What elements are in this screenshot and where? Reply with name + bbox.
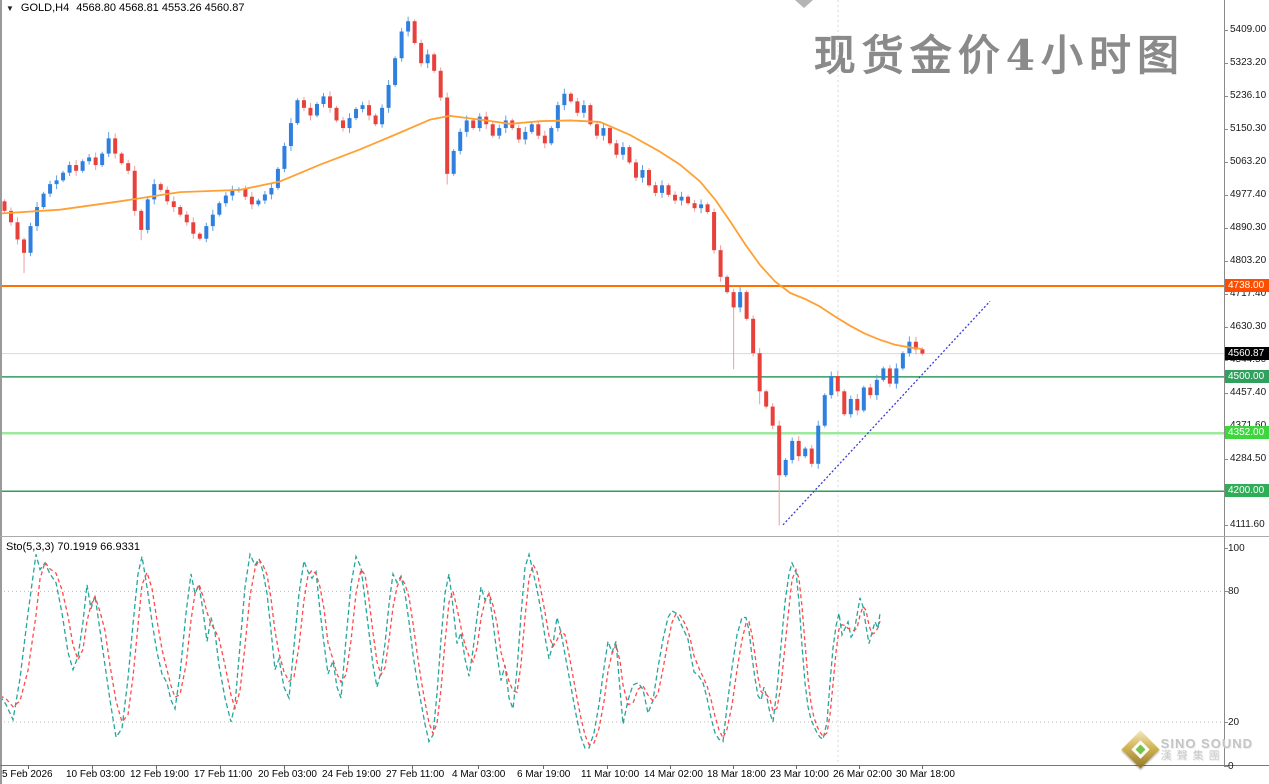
stoch-axis-tick xyxy=(1224,591,1228,592)
ohlc-values: 4568.80 4568.81 4553.26 4560.87 xyxy=(76,2,245,14)
time-axis-tick xyxy=(733,765,734,769)
candle-wicks xyxy=(4,16,923,526)
price-axis-tick xyxy=(1224,327,1228,328)
price-axis-label: 4284.50 xyxy=(1230,453,1267,464)
price-axis-tick xyxy=(1224,261,1228,262)
price-marker-4560.87[interactable]: 4560.87 xyxy=(1225,347,1269,360)
time-axis-label: 18 Mar 18:00 xyxy=(707,769,766,780)
time-axis-label: 26 Mar 02:00 xyxy=(833,769,892,780)
price-axis-label: 4457.40 xyxy=(1230,387,1267,398)
stoch-axis-label: 100 xyxy=(1228,543,1245,554)
time-axis-label: 27 Feb 11:00 xyxy=(386,769,445,780)
price-axis-tick xyxy=(1224,63,1228,64)
price-marker-4500.00[interactable]: 4500.00 xyxy=(1225,370,1269,383)
time-axis-tick xyxy=(220,765,221,769)
indicator-label: Sto(5,3,3) 70.1919 66.9331 xyxy=(6,541,140,553)
price-axis-label: 4977.40 xyxy=(1230,189,1267,200)
time-axis-label: 30 Mar 18:00 xyxy=(896,769,955,780)
time-axis-tick xyxy=(607,765,608,769)
price-axis-border[interactable] xyxy=(1224,0,1225,765)
price-axis-label: 5063.20 xyxy=(1230,156,1267,167)
stoch-axis-label: 80 xyxy=(1228,586,1240,597)
symbol-timeframe-label: GOLD,H4 xyxy=(20,2,70,14)
price-axis-tick xyxy=(1224,129,1228,130)
panel-divider[interactable] xyxy=(0,536,1269,537)
candlestick-series xyxy=(2,21,925,476)
time-axis-label: 4 Mar 03:00 xyxy=(452,769,506,780)
price-axis-tick xyxy=(1224,195,1228,196)
time-axis-tick xyxy=(412,765,413,769)
price-axis-tick xyxy=(1224,228,1228,229)
time-axis-label: 12 Feb 19:00 xyxy=(130,769,189,780)
watermark-brand-cn: 漢聲集團 xyxy=(1160,749,1225,762)
time-axis-border[interactable] xyxy=(0,765,1269,766)
time-axis-label: 17 Feb 11:00 xyxy=(194,769,253,780)
watermark-brand: SINO SOUND xyxy=(1160,735,1253,751)
price-axis-label: 4717.40 xyxy=(1230,288,1267,299)
price-axis-tick xyxy=(1224,525,1228,526)
time-axis-label: 11 Mar 10:00 xyxy=(581,769,640,780)
time-axis-tick xyxy=(859,765,860,769)
price-axis-tick xyxy=(1224,393,1228,394)
price-axis-label: 5409.00 xyxy=(1230,24,1267,35)
time-axis-label: 6 Mar 19:00 xyxy=(517,769,571,780)
time-axis-tick xyxy=(543,765,544,769)
price-axis-tick xyxy=(1224,162,1228,163)
time-axis-tick xyxy=(348,765,349,769)
stoch-axis-tick xyxy=(1224,548,1228,549)
stoch-k-line xyxy=(0,551,881,749)
stoch-d-line xyxy=(0,558,881,746)
time-axis-label: 14 Mar 02:00 xyxy=(644,769,703,780)
time-axis-tick xyxy=(156,765,157,769)
price-axis-label: 5236.10 xyxy=(1230,90,1267,101)
time-axis-tick xyxy=(670,765,671,769)
sino-sound-logo-icon xyxy=(1121,730,1160,769)
price-axis-label: 4803.20 xyxy=(1230,255,1267,266)
quote-bar: ▼ GOLD,H4 4568.80 4568.81 4553.26 4560.8… xyxy=(6,2,244,14)
time-axis-tick xyxy=(478,765,479,769)
price-marker-4352.00[interactable]: 4352.00 xyxy=(1225,426,1269,439)
price-axis-label: 4890.30 xyxy=(1230,222,1267,233)
price-axis-tick xyxy=(1224,459,1228,460)
stoch-axis-tick xyxy=(1224,722,1228,723)
price-axis-label: 4111.60 xyxy=(1230,519,1265,530)
price-axis-label: 4371.60 xyxy=(1230,420,1266,432)
price-marker-4200.00[interactable]: 4200.00 xyxy=(1225,484,1269,497)
price-axis-tick xyxy=(1224,360,1228,361)
time-axis-label: 24 Feb 19:00 xyxy=(322,769,381,780)
price-axis-tick xyxy=(1224,30,1228,31)
price-axis-label: 5323.20 xyxy=(1230,57,1267,68)
window-left-border xyxy=(0,0,2,784)
price-axis-tick xyxy=(1224,96,1228,97)
time-axis-label: 20 Feb 03:00 xyxy=(258,769,317,780)
time-axis-label: 10 Feb 03:00 xyxy=(66,769,125,780)
time-axis-tick xyxy=(28,765,29,769)
trend-line[interactable] xyxy=(782,300,991,526)
stoch-axis-label: 0 xyxy=(1228,761,1234,772)
time-axis-tick xyxy=(796,765,797,769)
price-axis-label: 4630.30 xyxy=(1230,321,1267,332)
quote-expander-icon[interactable]: ▼ xyxy=(6,3,14,13)
moving-average-line xyxy=(0,114,923,350)
price-marker-4738.00[interactable]: 4738.00 xyxy=(1225,279,1269,292)
price-axis-tick xyxy=(1224,294,1228,295)
time-axis-tick xyxy=(92,765,93,769)
stoch-axis-tick xyxy=(1224,766,1228,767)
time-axis-tick xyxy=(284,765,285,769)
time-axis-label: 23 Mar 10:00 xyxy=(770,769,829,780)
chart-shift-marker-icon[interactable] xyxy=(795,0,813,8)
stoch-axis-label: 20 xyxy=(1228,717,1240,728)
watermark: SINO SOUND 漢聲集團 xyxy=(1121,730,1253,769)
time-axis-tick xyxy=(922,765,923,769)
time-axis-label: 5 Feb 2026 xyxy=(2,769,53,780)
chart-title-overlay: 现货金价4小时图 xyxy=(813,31,1185,80)
price-axis-label: 5150.30 xyxy=(1230,123,1267,134)
